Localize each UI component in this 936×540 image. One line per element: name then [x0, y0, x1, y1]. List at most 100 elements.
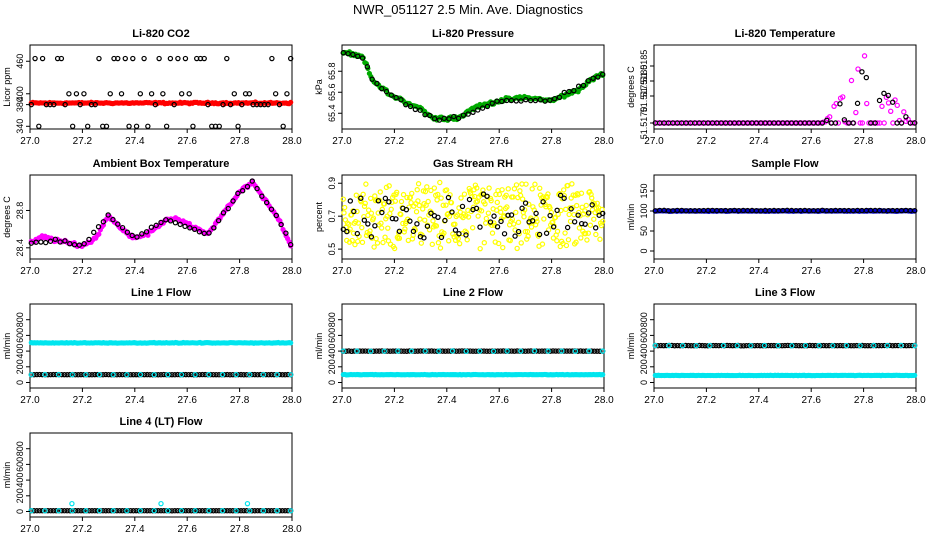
data-point	[75, 372, 81, 378]
data-point	[96, 507, 103, 514]
data-point	[206, 230, 212, 236]
x-tick-label: 27.4	[125, 266, 145, 277]
data-point	[81, 371, 87, 378]
x-tick-label: 27.6	[489, 136, 509, 147]
data-point	[529, 186, 535, 192]
data-point	[47, 371, 54, 378]
data-point	[408, 199, 414, 206]
x-tick-label: 27.2	[697, 136, 717, 147]
data-point	[410, 228, 417, 235]
y-tick-label: 65.4	[327, 104, 337, 122]
x-tick-label: 28.0	[906, 266, 926, 277]
y-tick-label: 100	[639, 203, 649, 218]
data-point	[133, 123, 140, 129]
data-point	[350, 51, 356, 58]
data-point	[477, 245, 483, 252]
data-point	[452, 221, 458, 227]
data-point	[594, 200, 600, 206]
data-point	[45, 508, 51, 514]
data-point	[761, 342, 768, 349]
data-point	[489, 230, 496, 236]
data-point	[231, 91, 238, 97]
data-point	[393, 189, 400, 196]
data-point	[571, 87, 577, 94]
data-point	[848, 77, 855, 84]
chart-1: Li-820 CO2 27.0 27.2 27.4 27.6 27.8 28.0 340 380…	[2, 28, 302, 147]
data-point	[137, 91, 144, 97]
data-point	[540, 199, 546, 205]
data-point	[178, 508, 185, 514]
data-point	[434, 197, 440, 203]
data-point	[354, 348, 360, 354]
data-point	[585, 230, 592, 236]
data-point	[354, 238, 361, 245]
data-point	[912, 372, 918, 378]
data-point	[873, 342, 879, 349]
data-point	[100, 508, 106, 514]
data-point	[376, 348, 382, 354]
data-point	[103, 371, 109, 378]
data-point	[422, 217, 428, 223]
x-tick-label: 27.2	[73, 524, 93, 535]
data-point	[876, 97, 883, 104]
data-point	[158, 219, 164, 226]
x-tick-label: 27.2	[73, 136, 93, 147]
data-point	[436, 117, 443, 123]
chart-6: Sample Flow 27.0 27.2 27.4 27.6 27.8 28.0 0 50 10…	[626, 158, 926, 277]
data-point	[522, 200, 529, 206]
data-point	[503, 97, 510, 104]
data-point	[165, 508, 171, 514]
data-point	[414, 221, 420, 227]
x-tick-label: 28.0	[906, 136, 926, 147]
data-point	[568, 206, 574, 212]
x-tick-label: 27.2	[697, 266, 717, 277]
data-point	[177, 221, 183, 228]
data-point	[586, 348, 592, 354]
data-point	[583, 348, 589, 354]
data-point	[95, 224, 102, 230]
x-tick-label: 27.8	[542, 266, 562, 277]
data-point	[387, 210, 393, 217]
data-point	[484, 193, 490, 199]
data-point	[115, 55, 121, 62]
data-point	[100, 372, 106, 378]
data-point	[247, 508, 253, 514]
data-point	[547, 348, 553, 354]
data-point	[263, 508, 269, 514]
data-point	[562, 230, 568, 236]
x-tick-label: 27.6	[801, 136, 821, 147]
data-point	[451, 113, 457, 120]
data-point	[278, 221, 284, 228]
data-point	[233, 508, 239, 514]
data-point	[254, 185, 260, 192]
data-point	[347, 198, 354, 204]
data-point	[727, 342, 733, 349]
data-point	[182, 223, 188, 230]
data-point	[504, 204, 510, 210]
data-point	[389, 215, 396, 222]
data-point	[461, 191, 468, 197]
data-point	[536, 231, 543, 238]
data-point	[192, 371, 198, 378]
x-tick-label: 27.4	[437, 395, 457, 406]
data-point	[152, 101, 159, 108]
data-point	[254, 508, 261, 514]
y-tick-label: 800	[639, 312, 649, 327]
data-point	[478, 208, 485, 214]
data-point	[550, 348, 556, 354]
data-point	[91, 229, 97, 236]
data-point	[577, 348, 584, 354]
data-point	[669, 342, 675, 349]
data-point	[513, 182, 520, 188]
data-point	[288, 243, 294, 249]
data-point	[362, 348, 369, 354]
y-axis-label: percent	[314, 201, 324, 232]
data-point	[57, 239, 63, 245]
data-point	[51, 101, 57, 108]
x-tick-label: 27.4	[749, 136, 769, 147]
data-point	[340, 196, 347, 202]
y-axis-label: ml/min	[626, 204, 636, 231]
chart-title: Line 4 (LT) Flow	[120, 416, 203, 428]
data-point	[110, 216, 116, 223]
data-point	[515, 228, 522, 235]
